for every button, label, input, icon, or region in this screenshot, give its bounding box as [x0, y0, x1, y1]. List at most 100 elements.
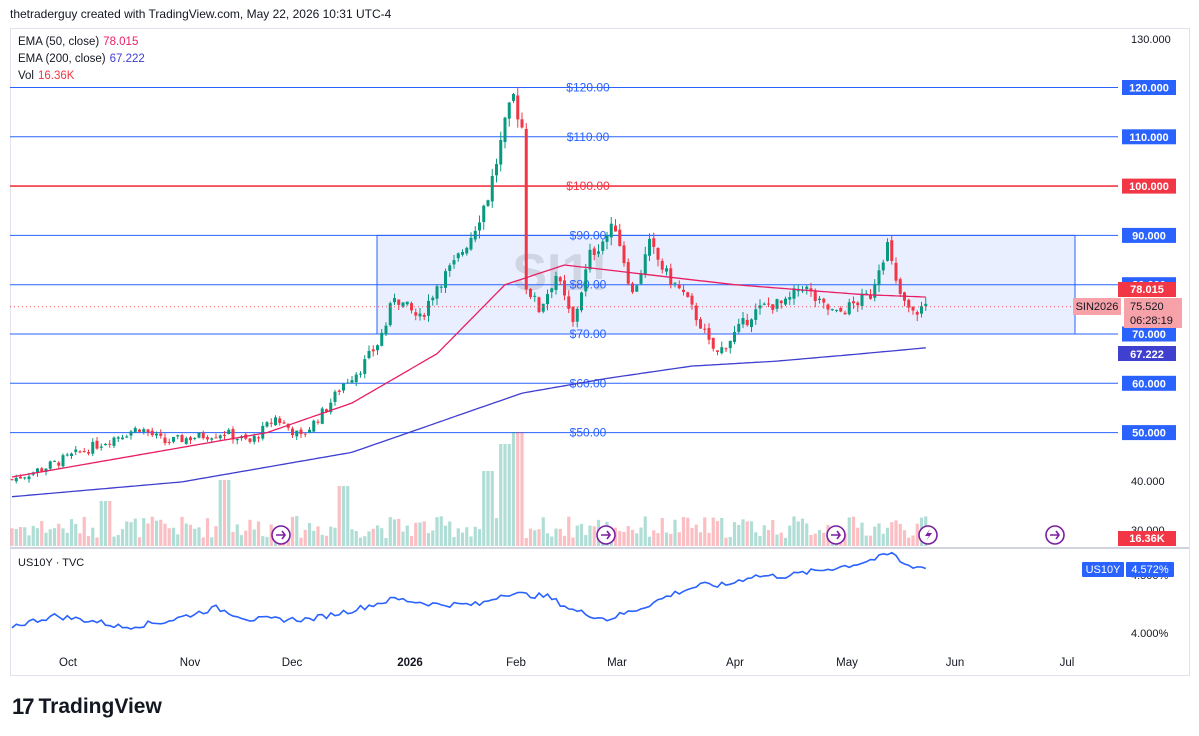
candle-body — [210, 438, 214, 440]
tradingview-logo[interactable]: 17 TradingView — [12, 694, 162, 720]
volume-bar — [312, 530, 316, 546]
candle-body — [350, 380, 354, 383]
candle-body — [877, 270, 881, 286]
volume-bar — [669, 533, 673, 546]
us10y-symbol-badge: US10Y — [1086, 564, 1122, 576]
candle-body — [70, 453, 73, 456]
candle-body — [23, 477, 27, 479]
candle-body — [682, 289, 685, 292]
volume-bar — [762, 525, 766, 546]
volume-bar — [911, 535, 915, 546]
volume-bar — [392, 519, 397, 546]
volume-bar — [907, 537, 911, 546]
candle-body — [809, 288, 813, 292]
ema50-tag-bg — [1118, 282, 1176, 297]
candle-body — [886, 242, 889, 261]
symbol-tag-bg — [1073, 298, 1121, 315]
candle-body — [856, 302, 860, 306]
candle-body — [303, 433, 307, 435]
legend-ema50-value: 78.015 — [103, 36, 138, 48]
candle-body — [771, 304, 775, 310]
candle-body — [388, 303, 392, 326]
candle-body — [805, 286, 809, 290]
volume-bar — [324, 535, 329, 546]
volume-bar — [639, 527, 643, 546]
volume-bar — [69, 519, 74, 546]
volume-bar — [74, 523, 78, 546]
volume-bar — [575, 525, 579, 546]
candle-body — [61, 455, 65, 467]
candle-body — [78, 451, 82, 453]
candle-body — [524, 128, 528, 290]
symbol-watermark: SI1! — [512, 244, 607, 302]
volume-bar — [673, 519, 677, 546]
candle-body — [601, 241, 605, 251]
volume-bar — [193, 528, 197, 546]
candle-body — [750, 319, 753, 328]
event-markers[interactable] — [271, 525, 1065, 545]
candle-body — [167, 442, 171, 444]
time-axis-label: Oct — [59, 657, 78, 669]
volume-bar — [129, 522, 133, 546]
volume-bar — [686, 517, 690, 546]
ema200-price-tag: 67.222 — [1130, 349, 1164, 361]
legend-ema50-label: EMA (50, close) — [18, 36, 99, 48]
hline-tag-bg-60 — [1122, 375, 1176, 391]
candle-body — [924, 303, 928, 306]
volume-bar — [537, 529, 541, 546]
candle-body — [82, 451, 86, 453]
volume-bar — [460, 532, 465, 546]
volume-bar — [533, 530, 537, 546]
volume-bar — [622, 531, 626, 546]
hline-tag-bg-110 — [1122, 129, 1176, 145]
candle-body — [656, 248, 660, 260]
ema50-line — [11, 264, 926, 478]
volume-bar — [779, 532, 783, 546]
candle-body — [325, 409, 328, 412]
volume-bar — [184, 523, 188, 546]
chart-credit: thetraderguy created with TradingView.co… — [10, 7, 392, 21]
candle-body — [333, 391, 337, 402]
volume-bar — [57, 523, 61, 546]
candle-body — [754, 309, 758, 320]
hline-tag-bg-100 — [1122, 178, 1176, 194]
time-axis[interactable]: Oct Nov Dec 2026 Feb Mar Apr May Jun Jul — [59, 657, 1074, 669]
candle-body — [150, 430, 154, 436]
volume-bar — [851, 516, 856, 546]
candle-body — [716, 350, 719, 352]
candle-body — [869, 295, 872, 299]
volume-bar — [775, 534, 779, 546]
volume-bar — [465, 527, 469, 546]
hline-label-100: $100.00 — [566, 179, 610, 193]
volume-bar — [176, 534, 180, 546]
volume-bar — [809, 535, 813, 546]
volume-bar — [643, 516, 647, 546]
candle-body — [830, 309, 834, 311]
candle-body — [87, 452, 90, 454]
volume-bar — [31, 525, 35, 546]
volume-bar — [864, 535, 868, 546]
volume-bar — [65, 532, 69, 546]
volume-bar — [329, 526, 333, 546]
hline-tag-60: 60.000 — [1132, 378, 1166, 390]
volume-bar — [528, 528, 533, 546]
time-axis-label: 2026 — [397, 657, 423, 669]
time-axis-label: Nov — [180, 657, 201, 669]
candle-body — [19, 476, 22, 479]
candle-body — [614, 225, 617, 232]
ema200-tag-bg — [1118, 346, 1176, 361]
candle-body — [53, 460, 56, 462]
volume-bar — [754, 532, 758, 546]
candle-body — [27, 476, 31, 480]
candle-body — [129, 431, 133, 436]
candle-body — [546, 294, 549, 305]
volume-bar — [214, 526, 218, 546]
volume-bar — [95, 537, 99, 546]
volume-bar — [248, 519, 252, 546]
candle-body — [520, 119, 524, 128]
volume-bar — [843, 533, 847, 546]
candle-body — [677, 284, 681, 289]
candle-body — [227, 429, 231, 435]
candle-body — [116, 437, 120, 439]
